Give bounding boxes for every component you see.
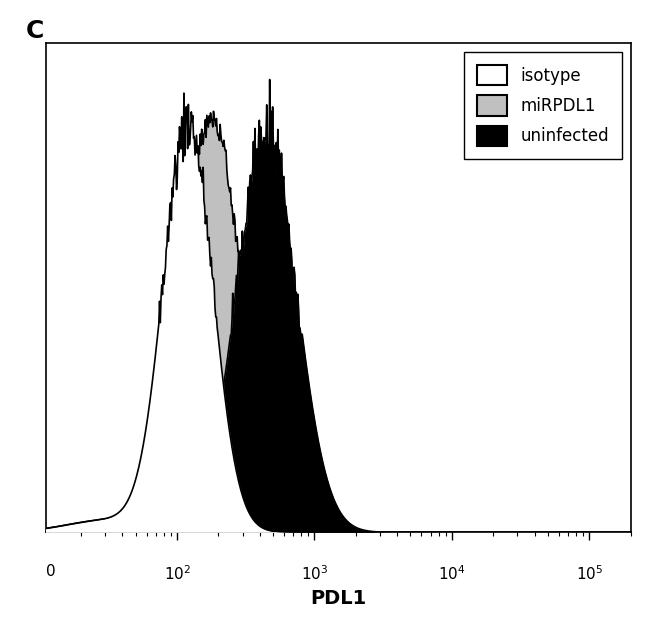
Legend: isotype, miRPDL1, uninfected: isotype, miRPDL1, uninfected bbox=[463, 51, 622, 159]
X-axis label: PDL1: PDL1 bbox=[310, 589, 366, 608]
Text: C: C bbox=[26, 19, 44, 43]
Text: $10^5$: $10^5$ bbox=[575, 564, 603, 583]
Text: $10^3$: $10^3$ bbox=[301, 564, 328, 583]
Text: $10^2$: $10^2$ bbox=[164, 564, 190, 583]
Text: $10^4$: $10^4$ bbox=[438, 564, 465, 583]
Text: 0: 0 bbox=[46, 564, 55, 579]
